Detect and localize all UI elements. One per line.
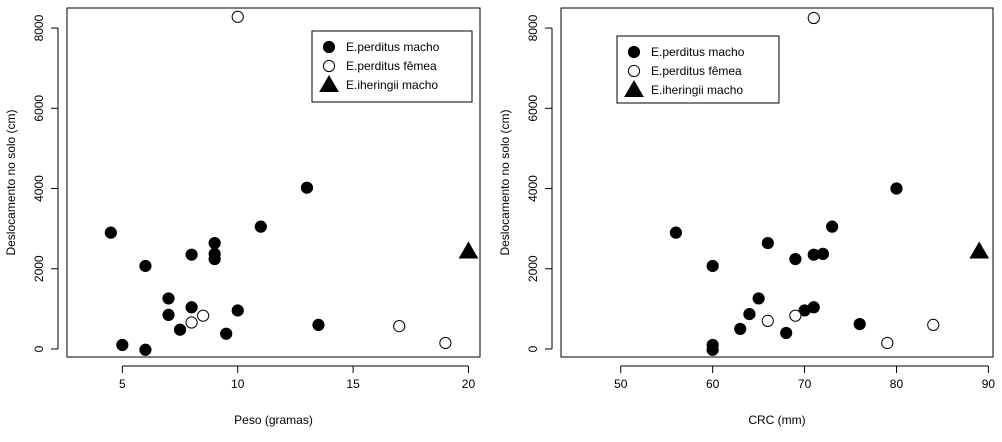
legend-marker	[322, 40, 336, 54]
data-point	[807, 301, 820, 314]
data-point	[743, 307, 756, 321]
legend-marker	[319, 75, 339, 92]
data-point	[139, 343, 152, 356]
legend-label: E.perditus macho	[651, 45, 745, 59]
chart-panel-2: 50 60 70 80 90 CRC (mm) 0 2000 4000 6000 8000 Deslo…	[498, 7, 996, 427]
plot-frame	[66, 7, 481, 358]
data-point	[881, 336, 894, 350]
data-point	[300, 181, 314, 194]
legend: E.perditus macho E.perditus fêmea E.iherin…	[311, 30, 473, 103]
legend: E.perditus macho E.perditus fêmea E.iherin…	[616, 35, 780, 104]
data-point	[162, 292, 175, 305]
data-point	[789, 309, 802, 322]
legend-label: E.iheringii macho	[651, 83, 743, 97]
data-point	[789, 253, 802, 266]
legend-label: E.iheringii macho	[346, 78, 438, 92]
data-point	[761, 236, 774, 250]
data-point	[231, 304, 244, 317]
x-tick-label: 90	[982, 377, 996, 391]
legend-marker	[627, 45, 641, 59]
x-tick-label: 80	[890, 377, 904, 391]
x-axis-title: CRC (mm)	[748, 413, 805, 427]
data-point	[197, 309, 210, 322]
legend-label: E.perditus fêmea	[651, 64, 742, 78]
y-axis-title: Deslocamento no solo (cm)	[4, 109, 18, 255]
y-tick-label: 2000	[526, 255, 540, 282]
legend-label: E.perditus macho	[346, 40, 440, 54]
data-point	[706, 259, 719, 273]
legend-marker	[624, 80, 644, 97]
x-tick-label: 70	[798, 377, 812, 391]
data-point	[969, 241, 990, 259]
legend-box	[311, 30, 473, 103]
y-tick-label: 0	[32, 345, 46, 352]
y-tick-label: 6000	[32, 95, 46, 122]
data-point	[927, 318, 940, 332]
y-tick-label: 8000	[526, 14, 540, 41]
data-point	[208, 253, 221, 266]
data-point	[231, 10, 244, 23]
x-tick-label: 50	[614, 377, 628, 391]
data-point	[173, 323, 187, 336]
x-tick-label: 15	[346, 377, 360, 391]
y-tick-label: 4000	[32, 175, 46, 202]
data-point	[185, 248, 198, 261]
x-tick-label: 60	[706, 377, 720, 391]
data-point	[104, 226, 117, 239]
data-point	[816, 247, 830, 261]
y-tick-label: 0	[526, 345, 540, 352]
plot-frame	[560, 7, 994, 358]
data-point	[734, 322, 747, 336]
data-point	[780, 326, 793, 340]
x-tick-label: 10	[231, 377, 245, 391]
y-tick-label: 4000	[526, 175, 540, 202]
data-point	[853, 318, 866, 331]
y-tick-label: 2000	[32, 255, 46, 282]
data-point	[826, 220, 839, 233]
legend-label: E.perditus fêmea	[346, 59, 437, 73]
data-point	[761, 314, 774, 327]
data-point	[890, 182, 903, 195]
legend-box	[616, 35, 780, 104]
chart-panel-1: 5 10 15 20 Peso (gramas) 0 2000 4000 6000 8000 Des…	[4, 7, 481, 427]
y-tick-label: 8000	[32, 14, 46, 41]
data-point	[807, 11, 820, 25]
data-point	[669, 226, 682, 239]
legend-marker	[627, 64, 641, 78]
data-point	[162, 308, 175, 321]
legend-marker	[322, 59, 336, 73]
data-point	[312, 318, 325, 332]
data-point	[706, 343, 719, 356]
data-point	[439, 336, 452, 350]
data-point	[393, 320, 406, 333]
data-point	[458, 241, 479, 259]
x-tick-label: 20	[462, 377, 476, 391]
data-point	[185, 316, 198, 329]
data-point	[185, 301, 198, 314]
data-point	[752, 292, 765, 305]
data-point	[208, 236, 221, 250]
y-axis-title: Deslocamento no solo (cm)	[498, 109, 512, 255]
data-point	[254, 220, 267, 233]
data-point	[139, 259, 152, 273]
y-tick-label: 6000	[526, 95, 540, 122]
data-point	[116, 338, 129, 352]
x-axis-title: Peso (gramas)	[234, 413, 313, 427]
data-point	[220, 327, 233, 340]
x-tick-label: 5	[119, 377, 126, 391]
